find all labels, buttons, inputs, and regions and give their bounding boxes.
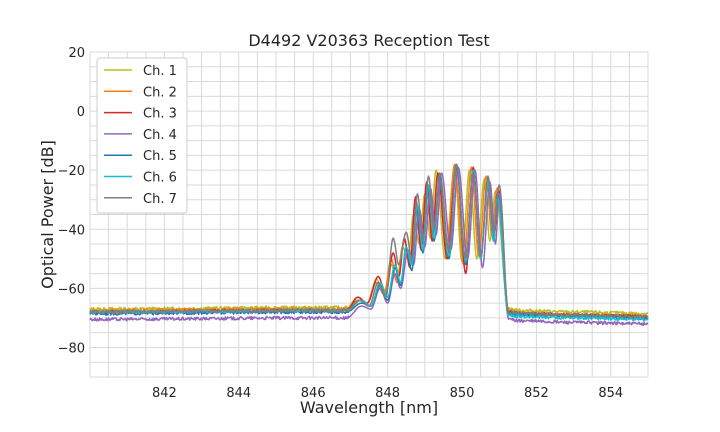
legend-label: Ch. 4 [143, 128, 177, 143]
chart-title: D4492 V20363 Reception Test [248, 31, 489, 50]
legend-label: Ch. 1 [143, 64, 177, 79]
x-tick-label: 844 [226, 386, 251, 401]
x-tick-label: 848 [375, 386, 400, 401]
x-axis-ticks: 842 844 846 848 850 852 854 [152, 386, 623, 401]
x-tick-label: 846 [301, 386, 326, 401]
x-tick-label: 842 [152, 386, 177, 401]
y-tick-label: −40 [58, 223, 85, 238]
series-line-ch-4 [89, 166, 649, 327]
series-line-ch-7 [89, 163, 649, 319]
y-tick-label: 20 [68, 46, 85, 61]
y-tick-label: −60 [58, 282, 85, 297]
legend: Ch. 1 Ch. 2 Ch. 3 Ch. 4 Ch. 5 Ch. 6 Ch. 7 [96, 57, 188, 214]
legend-label: Ch. 6 [143, 171, 177, 186]
x-tick-label: 852 [524, 386, 549, 401]
legend-label: Ch. 3 [143, 107, 177, 122]
x-tick-label: 854 [598, 386, 623, 401]
legend-label: Ch. 2 [143, 85, 177, 100]
legend-label: Ch. 5 [143, 149, 177, 164]
y-tick-label: −80 [58, 341, 85, 356]
legend-label: Ch. 7 [143, 192, 177, 207]
legend-box [96, 57, 188, 214]
plot-lines [89, 163, 649, 327]
y-axis-label: Optical Power [dB] [38, 140, 57, 289]
y-axis-ticks: 20 0 −20 −40 −60 −80 [58, 46, 85, 356]
y-tick-label: −20 [58, 164, 85, 179]
x-tick-label: 850 [450, 386, 475, 401]
x-axis-label: Wavelength [nm] [300, 398, 438, 417]
y-tick-label: 0 [77, 105, 85, 120]
